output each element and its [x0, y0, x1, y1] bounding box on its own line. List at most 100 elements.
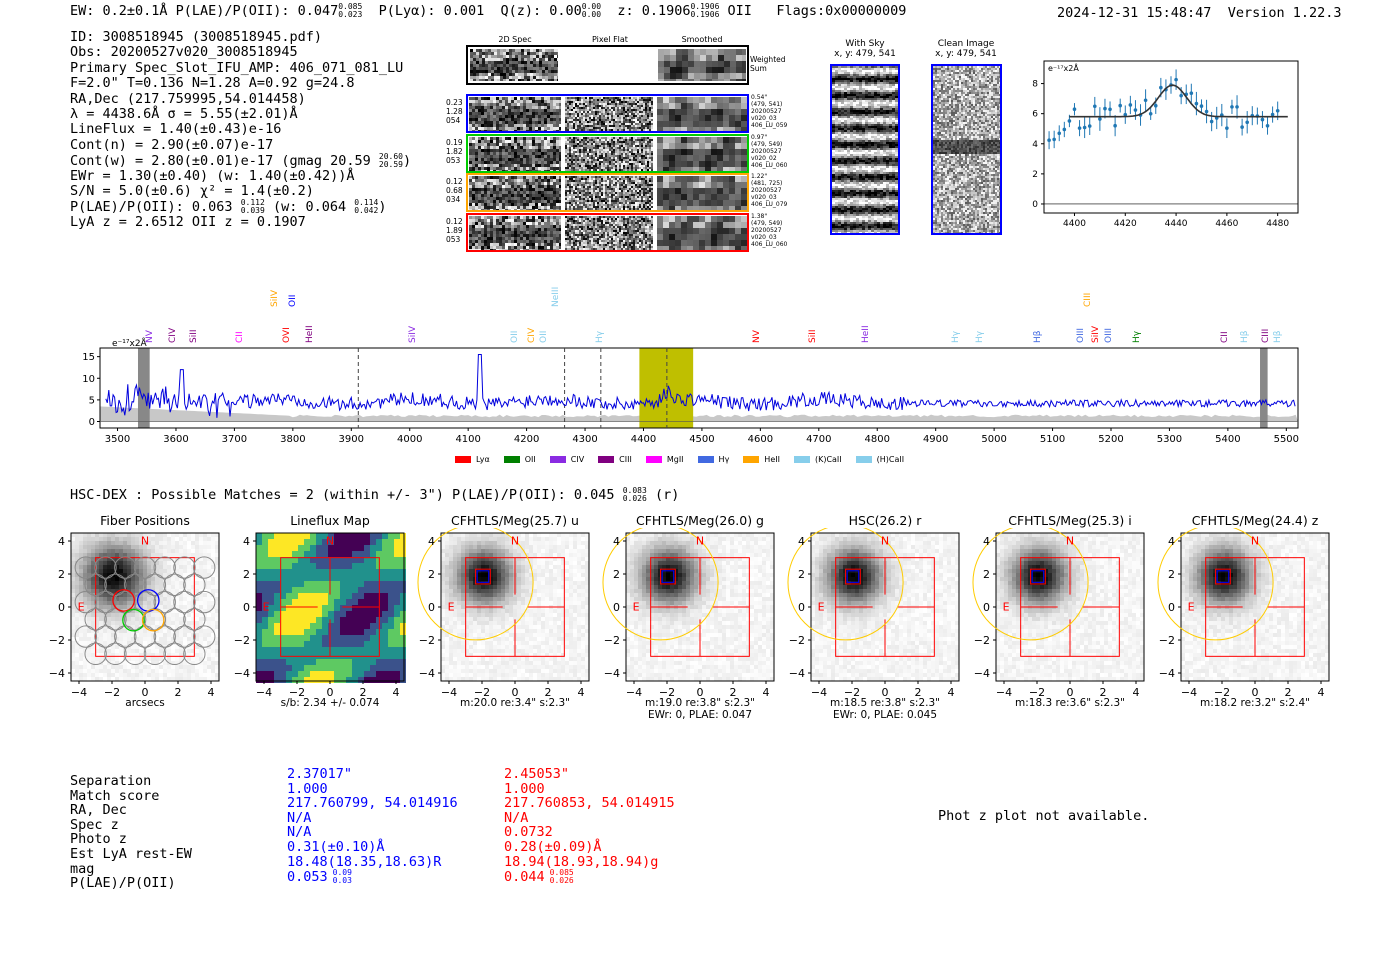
legend-label: (H)CaII: [876, 455, 905, 464]
image-pixel: [203, 561, 207, 565]
image-pixel: [497, 541, 501, 545]
image-pixel: [565, 633, 569, 637]
image-pixel: [163, 597, 167, 601]
image-pixel: [131, 673, 135, 677]
image-pixel: [573, 657, 577, 661]
image-pixel: [163, 537, 167, 541]
image-pixel: [654, 649, 658, 653]
image-pixel: [91, 653, 95, 657]
cutout-ytick-label: −4: [49, 667, 65, 680]
image-pixel: [183, 537, 187, 541]
image-pixel: [75, 573, 79, 577]
image-pixel: [626, 617, 630, 621]
flux-cell: [298, 611, 304, 617]
image-pixel: [738, 541, 742, 545]
flux-cell: [310, 641, 316, 647]
flux-cell: [340, 539, 346, 545]
spectrum-axes-frame: [99, 347, 1299, 429]
image-pixel: [465, 569, 469, 573]
image-pixel: [139, 605, 143, 609]
image-pixel: [119, 533, 123, 537]
image-pixel: [573, 649, 577, 653]
spectrum-xtick-label: 4000: [397, 434, 422, 445]
image-pixel: [525, 589, 529, 593]
image-pixel: [103, 625, 107, 629]
image-pixel: [163, 553, 167, 557]
flux-cell: [382, 623, 388, 629]
flux-cell: [310, 539, 316, 545]
image-pixel: [99, 557, 103, 561]
image-pixel: [630, 649, 634, 653]
flux-cell: [358, 581, 364, 587]
image-pixel: [573, 625, 577, 629]
flux-cell: [388, 659, 394, 665]
image-pixel: [163, 577, 167, 581]
flux-cell: [274, 659, 280, 665]
image-pixel: [553, 669, 557, 673]
fiber-circle: [104, 573, 127, 596]
cutout-title: CFHTLS/Meg(25.7) u: [451, 513, 579, 528]
image-pixel: [573, 545, 577, 549]
flux-cell: [292, 569, 298, 575]
image-pixel: [666, 593, 670, 597]
image-pixel: [473, 621, 477, 625]
flux-cell: [286, 581, 292, 587]
image-pixel: [465, 585, 469, 589]
image-pixel: [690, 601, 694, 605]
image-pixel: [473, 613, 477, 617]
image-pixel: [710, 585, 714, 589]
fiber-circle: [123, 608, 147, 631]
image-pixel: [183, 545, 187, 549]
aperture-ellipse: [417, 528, 534, 641]
image-pixel: [533, 537, 537, 541]
image-pixel: [638, 573, 642, 577]
image-pixel: [87, 605, 91, 609]
fit-data-point: [1077, 126, 1082, 130]
image-pixel: [115, 581, 119, 585]
spec-row-right-labels: 0.97" (479, 549) 20200527 v020_02 406_LU_060: [751, 134, 787, 169]
image-pixel: [91, 665, 95, 669]
image-pixel: [211, 581, 215, 585]
flux-cell: [292, 587, 298, 593]
image-pixel: [565, 665, 569, 669]
image-pixel: [497, 637, 501, 641]
image-pixel: [119, 653, 123, 657]
image-pixel: [581, 561, 585, 565]
image-pixel: [662, 593, 666, 597]
image-pixel: [155, 569, 159, 573]
image-pixel: [710, 601, 714, 605]
image-pixel: [670, 553, 674, 557]
image-pixel: [646, 601, 650, 605]
image-pixel: [493, 533, 497, 537]
image-pixel: [573, 605, 577, 609]
image-pixel: [75, 609, 79, 613]
image-pixel: [469, 581, 473, 585]
flux-cell: [388, 647, 394, 653]
image-pixel: [561, 601, 565, 605]
image-pixel: [710, 625, 714, 629]
flux-cell: [400, 557, 406, 563]
flux-cell: [286, 617, 292, 623]
image-pixel: [553, 561, 557, 565]
flux-cell: [316, 611, 322, 617]
image-pixel: [123, 573, 127, 577]
cutout-title: Lineflux Map: [290, 513, 370, 528]
image-pixel: [461, 657, 465, 661]
image-pixel: [183, 565, 187, 569]
image-pixel: [706, 641, 710, 645]
image-pixel: [565, 625, 569, 629]
image-pixel: [686, 549, 690, 553]
image-pixel: [662, 585, 666, 589]
flux-cell: [382, 557, 388, 563]
image-pixel: [95, 545, 99, 549]
image-pixel: [131, 565, 135, 569]
flux-cell: [298, 605, 304, 611]
image-pixel: [75, 533, 79, 537]
image-pixel: [762, 629, 766, 633]
image-pixel: [565, 593, 569, 597]
flux-cell: [262, 533, 268, 539]
image-pixel: [553, 661, 557, 665]
image-pixel: [497, 617, 501, 621]
image-pixel: [191, 537, 195, 541]
image-pixel: [670, 573, 674, 577]
